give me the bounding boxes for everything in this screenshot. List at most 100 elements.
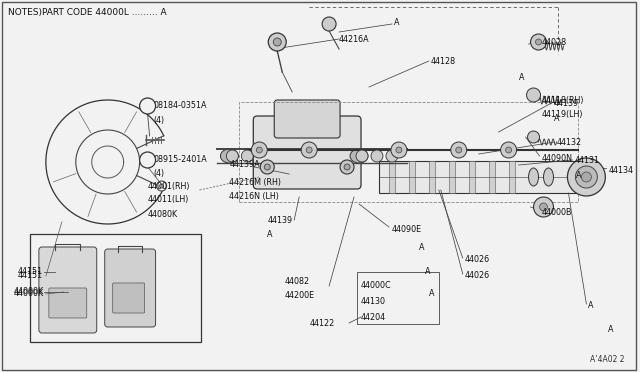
Text: 44026: 44026 <box>465 270 490 279</box>
Text: 44119(LH): 44119(LH) <box>541 109 583 119</box>
Circle shape <box>506 147 511 153</box>
Text: 44139: 44139 <box>554 99 579 108</box>
Text: 44139A: 44139A <box>229 160 260 169</box>
Circle shape <box>500 142 516 158</box>
Circle shape <box>391 142 407 158</box>
Circle shape <box>356 150 368 162</box>
Text: 44139: 44139 <box>268 215 292 224</box>
Circle shape <box>301 142 317 158</box>
Text: 44131: 44131 <box>575 155 600 164</box>
Ellipse shape <box>529 168 538 186</box>
Bar <box>468 161 475 193</box>
Circle shape <box>536 39 541 45</box>
Circle shape <box>344 164 350 170</box>
Bar <box>509 161 515 193</box>
Text: 44204: 44204 <box>361 312 386 321</box>
Bar <box>429 161 435 193</box>
Circle shape <box>241 150 253 162</box>
Text: 44082: 44082 <box>284 278 309 286</box>
Circle shape <box>386 150 398 162</box>
Text: 44132: 44132 <box>556 138 582 147</box>
Ellipse shape <box>350 149 368 163</box>
Text: A: A <box>588 301 594 311</box>
Text: (4): (4) <box>154 115 164 125</box>
Text: A: A <box>268 230 273 238</box>
Circle shape <box>531 34 547 50</box>
Text: A: A <box>425 267 430 276</box>
Text: A: A <box>577 170 582 180</box>
Circle shape <box>456 147 461 153</box>
Text: B: B <box>145 102 150 110</box>
Text: (4): (4) <box>154 169 164 177</box>
Text: 44026: 44026 <box>465 254 490 263</box>
Text: A: A <box>419 244 424 253</box>
Circle shape <box>157 181 166 191</box>
Circle shape <box>268 33 286 51</box>
Ellipse shape <box>543 168 554 186</box>
Bar <box>489 161 495 193</box>
Circle shape <box>540 203 547 211</box>
Text: 44011(LH): 44011(LH) <box>148 195 189 203</box>
Text: 44130: 44130 <box>361 298 386 307</box>
Circle shape <box>451 142 467 158</box>
Circle shape <box>527 131 540 143</box>
Text: 08184-0351A: 08184-0351A <box>154 100 207 109</box>
Circle shape <box>306 147 312 153</box>
FancyBboxPatch shape <box>105 249 156 327</box>
Text: 44118(RH): 44118(RH) <box>541 96 584 105</box>
Text: A: A <box>429 289 435 298</box>
Circle shape <box>140 152 156 168</box>
Text: 44128: 44128 <box>431 57 456 65</box>
Text: A: A <box>518 73 524 81</box>
Text: A’4A02 2: A’4A02 2 <box>590 355 624 364</box>
Text: 44028: 44028 <box>541 38 566 46</box>
Circle shape <box>264 164 270 170</box>
Circle shape <box>322 17 336 31</box>
FancyBboxPatch shape <box>275 100 340 138</box>
Circle shape <box>159 184 164 188</box>
Bar <box>389 161 395 193</box>
Bar <box>409 161 415 193</box>
Circle shape <box>340 160 354 174</box>
Text: A: A <box>554 113 559 122</box>
FancyBboxPatch shape <box>39 247 97 333</box>
Text: 44080K: 44080K <box>148 209 178 218</box>
Circle shape <box>252 142 268 158</box>
Text: 44151: 44151 <box>18 272 43 280</box>
Ellipse shape <box>568 158 605 196</box>
Circle shape <box>227 150 238 162</box>
Text: 44151: 44151 <box>18 267 43 276</box>
Circle shape <box>396 147 402 153</box>
Text: 44200E: 44200E <box>284 292 314 301</box>
FancyBboxPatch shape <box>49 288 87 318</box>
Circle shape <box>260 160 275 174</box>
Text: 44090E: 44090E <box>392 224 422 234</box>
Ellipse shape <box>581 172 591 182</box>
Text: W: W <box>143 157 152 163</box>
Text: 44001(RH): 44001(RH) <box>148 182 190 190</box>
FancyBboxPatch shape <box>253 116 361 189</box>
Text: A: A <box>394 17 399 26</box>
Circle shape <box>140 98 156 114</box>
Bar <box>357 272 439 324</box>
Bar <box>239 102 579 202</box>
Text: 44122: 44122 <box>309 320 335 328</box>
Text: NOTES)PART CODE 44000L ......... A: NOTES)PART CODE 44000L ......... A <box>8 8 166 17</box>
Circle shape <box>256 147 262 153</box>
Circle shape <box>527 88 541 102</box>
Text: 44216N (LH): 44216N (LH) <box>229 192 279 201</box>
Text: 44090N: 44090N <box>541 154 573 163</box>
Bar <box>449 161 455 193</box>
Circle shape <box>534 197 554 217</box>
Ellipse shape <box>575 166 597 188</box>
Circle shape <box>371 150 383 162</box>
Circle shape <box>273 38 281 46</box>
FancyBboxPatch shape <box>113 283 145 313</box>
Text: 44216M (RH): 44216M (RH) <box>229 177 282 186</box>
Text: 44216A: 44216A <box>339 35 370 44</box>
Text: 44000K: 44000K <box>14 288 44 296</box>
Text: 44000K: 44000K <box>14 289 44 298</box>
Bar <box>379 161 579 193</box>
Text: 08915-2401A: 08915-2401A <box>154 154 207 164</box>
Text: 44000C: 44000C <box>361 282 392 291</box>
